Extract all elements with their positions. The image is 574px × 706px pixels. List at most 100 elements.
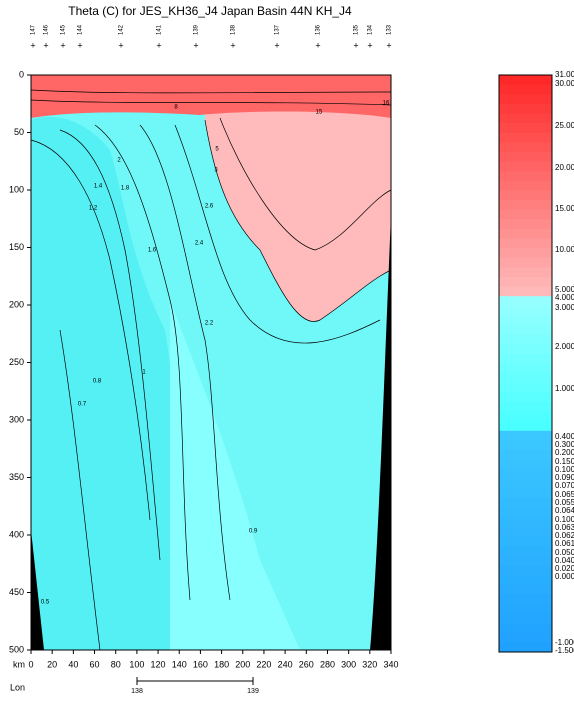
x-tick-label: 80 [111,659,121,669]
x-tick-label: 100 [129,659,144,669]
colorbar-cell [499,526,552,538]
station-label: 141 [157,24,163,35]
colorbar-label: 0.090 [555,473,574,482]
colorbar-cell [499,382,552,393]
y-tick-label: 300 [9,414,24,424]
y-tick-label: 450 [9,587,24,597]
contour-line [204,119,392,322]
station-label: 134 [368,24,374,35]
colorbar-cell [499,334,552,345]
colorbar-label: 31.000 [555,70,574,79]
colorbar-cell [499,200,552,211]
colorbar-label: 4.000 [555,293,574,302]
colorbar-cell [499,325,552,336]
colorbar-cell [499,411,552,422]
y-tick-label: 50 [14,127,24,137]
colorbar-cell [499,488,552,499]
contour-label: 1.6 [148,248,157,254]
station-marker: + [193,40,198,50]
station-label: 144 [78,24,84,35]
x-tick-label: 200 [235,659,250,669]
colorbar-cell [499,190,552,201]
contour-line [94,124,191,601]
lon-label: Lon [10,682,25,692]
contour-label: 1.4 [94,184,103,190]
colorbar-label: 0.061 [555,539,574,548]
x-axis-label: km [13,659,25,669]
colorbar-cell [499,603,552,615]
colorbar-cell [499,421,552,432]
colorbar-cell [499,75,552,86]
station-marker: + [60,40,65,50]
colorbar-cell [499,536,552,547]
colorbar-cell [499,440,552,451]
y-tick-label: 150 [9,242,24,252]
colorbar-label: 0.062 [555,531,574,540]
contour-label: 1.2 [89,206,98,212]
colorbar-label: 1.000 [555,384,574,393]
colorbar-label: 0.063 [555,523,574,532]
station-marker: + [30,40,35,50]
contour-line [139,124,231,601]
colorbar-cell [499,517,552,528]
colorbar-label: 0.065 [555,490,574,499]
station-marker: + [77,40,82,50]
colorbar-cell [499,478,552,490]
x-tick-label: 0 [28,659,33,669]
contour-label: 2.6 [205,204,214,210]
colorbar-cell [499,219,552,230]
x-tick-label: 340 [383,659,398,669]
colorbar-cell [499,151,552,163]
colorbar-cell [499,238,552,249]
colorbar-cell [499,315,552,326]
colorbar-label: 10.000 [555,245,574,254]
surface-water [31,75,391,118]
station-label: 146 [44,24,50,35]
contours [30,89,392,651]
x-tick-label: 320 [362,659,377,669]
station-marker: + [315,40,320,50]
colorbar-cell [499,113,552,124]
colorbar-cell [499,228,552,239]
colorbar-cell [499,594,552,605]
station-label: 142 [119,24,125,35]
colorbar-cell [499,142,552,153]
colorbar-label: 0.070 [555,481,574,490]
station-marker: + [353,40,358,50]
station-label: 133 [387,24,393,35]
colorbar-label: 0.064 [555,506,574,515]
x-tick-label: 20 [47,659,57,669]
colorbar-cell [499,257,552,268]
contour-label: 16 [383,101,390,107]
colorbar-label: -1.500 [555,646,574,655]
warm-water [205,75,391,322]
colorbar-cell [499,103,552,114]
colorbar-label: 0.040 [555,556,574,565]
colorbar-label: -1.000 [555,638,574,647]
colorbar-cell [499,623,552,634]
colorbar-cell [499,565,552,576]
colorbar-cell [499,546,552,557]
station-marker: + [43,40,48,50]
colorbar-label: 0.100 [555,465,574,474]
contour-line [59,329,101,651]
colorbar-label: 0.100 [555,515,574,524]
bottom [370,215,391,650]
colorbar-label: 0.020 [555,564,574,573]
colorbar-cell [499,305,552,316]
warm-deep [170,300,300,650]
colorbar-cell [499,373,552,384]
colorbar-cell [499,498,552,509]
y-tick-label: 0 [19,69,24,79]
contour-label: 15 [316,110,323,116]
bottom [31,530,44,650]
colorbar-label: 0.050 [555,548,574,557]
colorbar-cell [499,430,552,441]
colorbar-cell [499,507,552,518]
colorbar-cell [499,613,552,624]
colorbar-label: 5.000 [555,285,574,294]
contour-label: 2 [117,158,121,164]
contour-label: 2.2 [205,321,214,327]
colorbar-cell [499,296,552,307]
